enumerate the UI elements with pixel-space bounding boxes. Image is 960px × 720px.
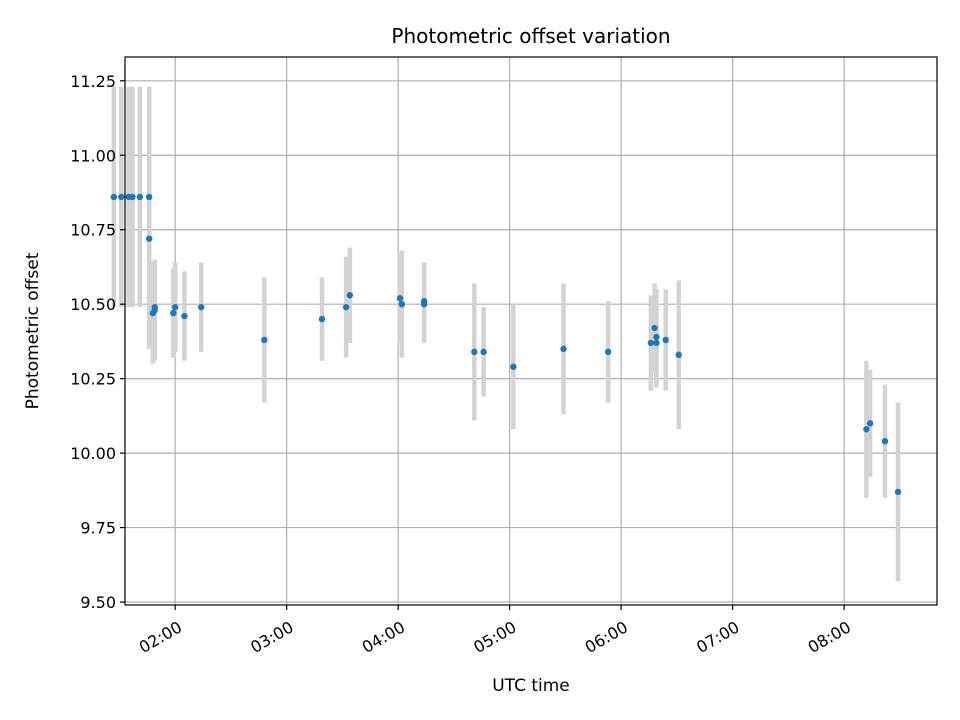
data-point xyxy=(118,193,125,201)
data-points xyxy=(110,193,902,496)
y-tick-label: 10.25 xyxy=(70,370,116,389)
data-point xyxy=(651,324,658,332)
y-tick-label: 9.75 xyxy=(80,519,116,538)
data-point xyxy=(197,303,205,311)
y-axis-title: Photometric offset xyxy=(23,252,43,409)
data-point xyxy=(145,235,153,242)
data-point xyxy=(151,303,158,311)
y-tick-label: 9.50 xyxy=(80,593,116,612)
x-axis-title: UTC time xyxy=(492,676,570,696)
data-point xyxy=(675,351,682,359)
data-point xyxy=(398,300,406,308)
data-point xyxy=(881,437,889,445)
y-tick-label: 11.00 xyxy=(70,146,116,165)
data-point xyxy=(894,488,902,496)
data-point xyxy=(145,193,153,201)
data-point xyxy=(261,336,268,344)
data-point xyxy=(136,193,144,201)
data-point xyxy=(181,312,188,320)
data-point xyxy=(396,295,404,302)
data-point xyxy=(653,333,660,341)
grid xyxy=(125,57,937,605)
data-point xyxy=(560,345,567,353)
data-point xyxy=(863,426,870,433)
data-point xyxy=(170,309,177,317)
data-point xyxy=(129,193,136,201)
data-point xyxy=(653,339,660,347)
data-point xyxy=(318,315,326,323)
y-tick-label: 10.00 xyxy=(70,444,116,463)
y-tick-label: 11.25 xyxy=(70,72,116,91)
data-point xyxy=(480,348,487,356)
data-point xyxy=(346,292,354,299)
data-point xyxy=(471,348,478,356)
data-point xyxy=(510,363,517,370)
chart-title: Photometric offset variation xyxy=(391,24,670,48)
y-tick-label: 10.50 xyxy=(70,295,116,314)
data-point xyxy=(342,303,350,311)
data-point xyxy=(110,193,118,201)
data-point xyxy=(866,420,874,427)
y-tick-label: 10.75 xyxy=(70,221,116,240)
data-point xyxy=(171,303,179,311)
data-point xyxy=(420,300,428,308)
plot-frame xyxy=(124,56,938,606)
data-point xyxy=(604,348,612,356)
data-point xyxy=(647,339,655,347)
data-point xyxy=(662,336,669,344)
